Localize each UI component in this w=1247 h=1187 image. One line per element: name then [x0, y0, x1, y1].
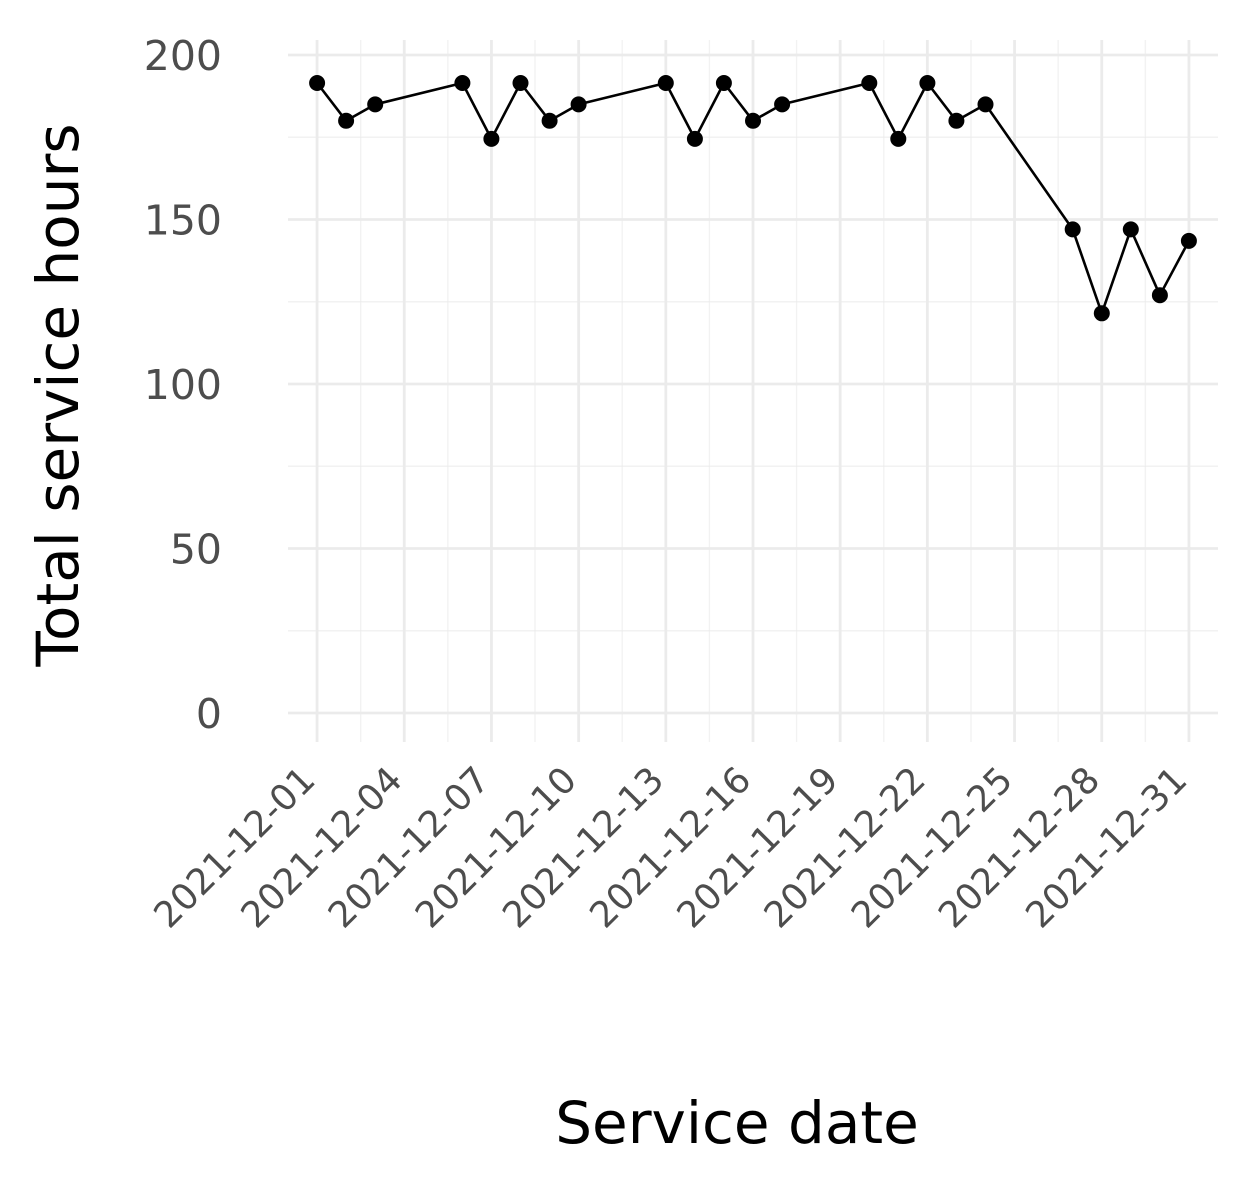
data-point — [541, 112, 558, 129]
data-point — [454, 75, 471, 91]
data-point — [338, 112, 355, 129]
data-point — [919, 75, 936, 91]
data-point — [948, 112, 965, 129]
data-point — [715, 75, 732, 91]
data-point — [512, 75, 529, 91]
data-point — [890, 130, 907, 147]
data-point — [483, 130, 500, 147]
data-point — [1064, 221, 1081, 238]
x-axis-title: Service date — [555, 1089, 919, 1157]
y-tick-label: 200 — [144, 32, 222, 80]
data-point — [570, 96, 587, 113]
y-tick-label: 0 — [196, 690, 222, 738]
data-point — [1151, 287, 1168, 304]
y-tick-label: 100 — [144, 361, 222, 409]
data-point — [861, 75, 878, 91]
data-point — [774, 96, 791, 113]
data-point — [977, 96, 994, 113]
data-point — [657, 75, 674, 91]
data-point — [367, 96, 384, 113]
y-axis-ticks: 0 50 100 150 200 — [144, 32, 222, 738]
data-series — [309, 75, 1197, 322]
y-tick-label: 150 — [144, 197, 222, 245]
data-point — [1122, 221, 1139, 238]
data-point — [1180, 232, 1197, 249]
data-point — [309, 75, 326, 91]
grid-lines — [288, 40, 1218, 742]
data-point — [686, 130, 703, 147]
y-tick-label: 50 — [170, 526, 222, 574]
data-point — [1093, 305, 1110, 322]
data-point — [745, 112, 761, 129]
y-axis-title: Total service hours — [24, 123, 92, 667]
